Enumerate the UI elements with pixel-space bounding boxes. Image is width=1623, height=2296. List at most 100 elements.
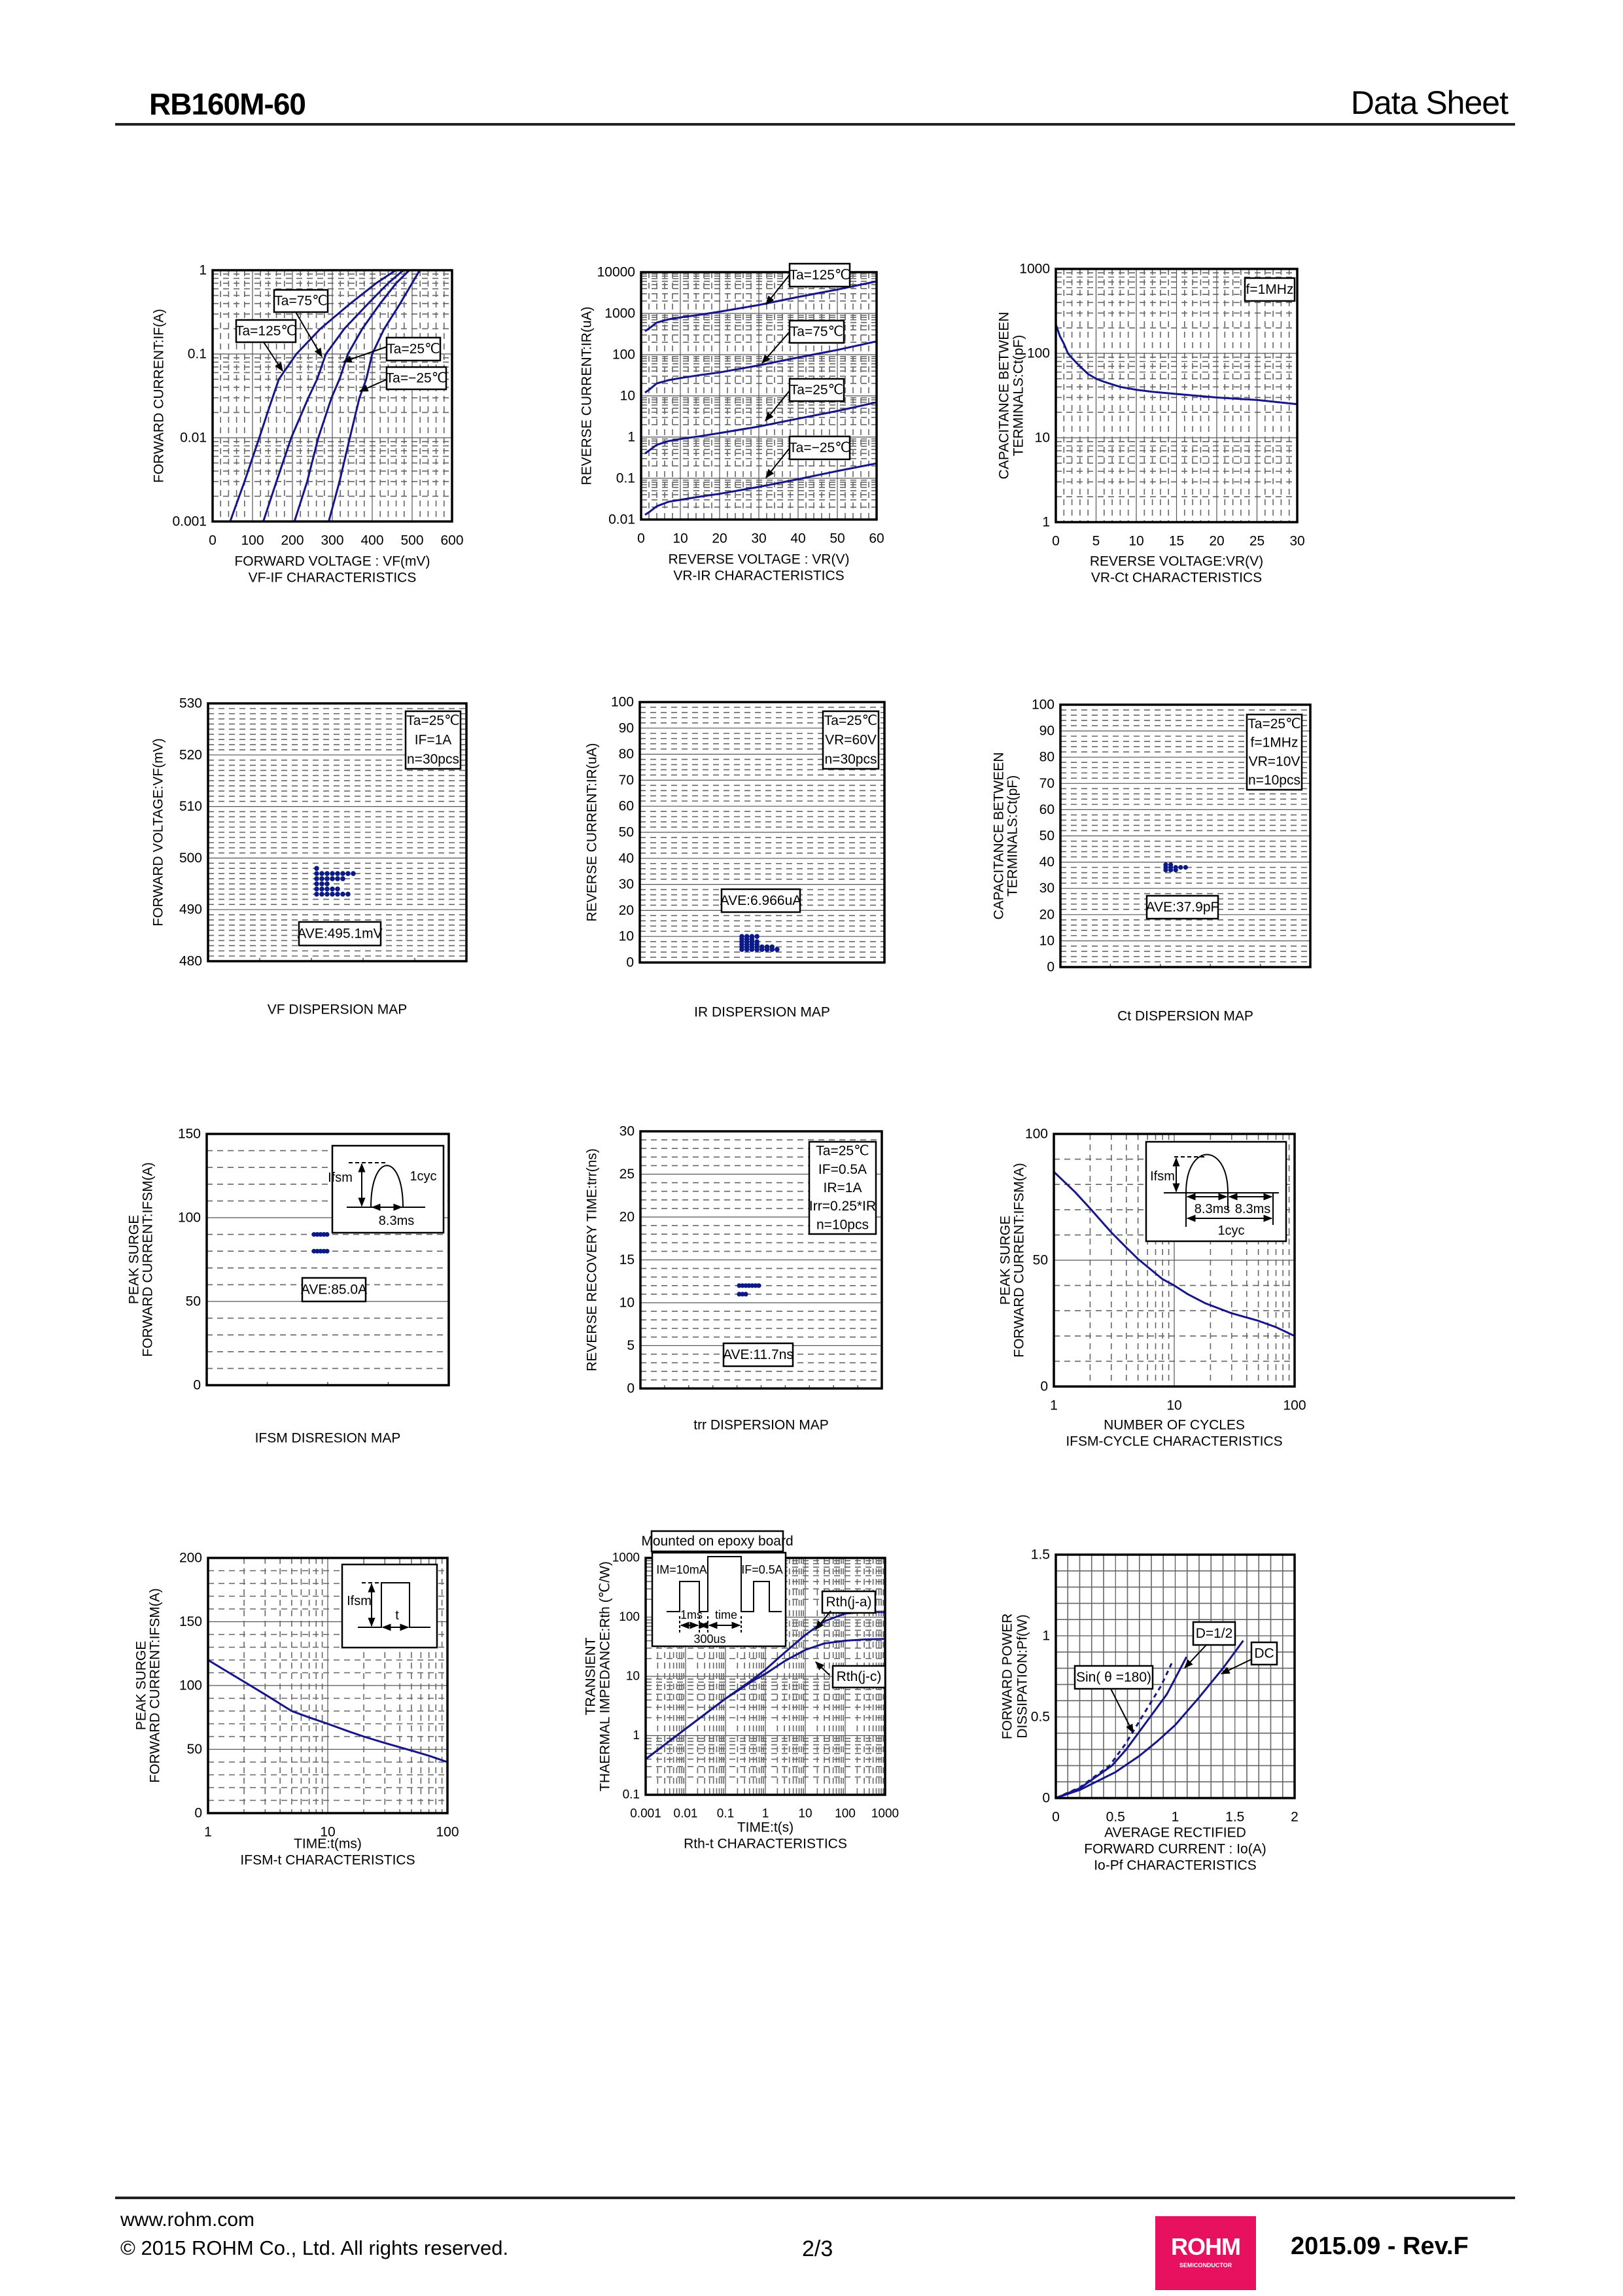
data-point [1163, 868, 1168, 873]
data-point [340, 871, 345, 876]
series-label-text: Sin( θ =180) [1076, 1670, 1151, 1685]
series-line-2 [644, 340, 877, 394]
x-tick-label: 0.1 [717, 1807, 734, 1821]
x-axis-label: IFSM-CYCLE CHARACTERISTICS [1066, 1434, 1282, 1449]
conditions-box-text: Ta=25℃ [406, 713, 459, 728]
x-tick-label: 1 [1172, 1810, 1179, 1825]
leader-arrow [815, 1610, 831, 1631]
data-point [340, 876, 345, 881]
data-point [775, 947, 780, 952]
conditions-box-text: n=10pcs [816, 1217, 869, 1232]
x-tick-label: 100 [241, 533, 264, 548]
data-point [318, 1248, 323, 1254]
inset-label-time: time [715, 1608, 737, 1621]
y-tick-label: 150 [178, 1127, 201, 1142]
series-label-text: Ta=−25℃ [386, 371, 447, 386]
half-sine-wave [1185, 1154, 1229, 1193]
series-line-1 [1055, 1640, 1244, 1799]
conditions-box-text: n=30pcs [825, 752, 877, 767]
grid [640, 272, 877, 520]
x-tick-label: 20 [1209, 534, 1224, 549]
x-tick-label: 100 [436, 1825, 459, 1840]
average-box-frame [298, 921, 382, 947]
average-box-frame [722, 1342, 794, 1368]
inset-label-if: IF=0.5A [741, 1563, 783, 1576]
series-label-frame [235, 319, 297, 344]
series-label-text: DC [1254, 1646, 1274, 1661]
footer-url[interactable]: www.rohm.com [120, 2209, 255, 2231]
y-tick-label: 30 [620, 1124, 635, 1139]
document-title: RB160M-60 [149, 87, 306, 121]
chart-10: 0 50 100 150 200 1 10 100 TIME:t(ms)IFSM-t CHARA… [134, 1551, 459, 1868]
x-tick-label: 20 [712, 531, 727, 546]
y-tick-label: 50 [1033, 1253, 1048, 1268]
leader-arrow [814, 1661, 830, 1676]
x-tick-label: 10 [1166, 1398, 1181, 1413]
conditions-box-frame [404, 710, 462, 770]
grid [208, 703, 466, 962]
series-label-text: Ta=125℃ [236, 324, 296, 339]
y-axis-label: REVERSE CURRENT:IR(uA) [580, 306, 595, 485]
chart-2: 0.01 0.1 1 10 100 1000 10000 0 10 20 30 40 50 60 REVER… [580, 262, 884, 584]
data-point [315, 1232, 320, 1237]
series-line-1 [644, 280, 877, 332]
x-tick-label: 15 [1169, 534, 1184, 549]
y-tick-label: 50 [186, 1294, 201, 1309]
data-point [311, 1232, 317, 1237]
plot-frame [1053, 1133, 1296, 1388]
y-tick-label: 90 [619, 720, 634, 735]
series-line-2 [645, 1638, 886, 1760]
y-tick-label: 60 [1039, 802, 1055, 817]
y-axis-label: REVERSE RECOVERY TIME:trr(ns) [585, 1148, 600, 1371]
leader-arrow [1184, 1644, 1208, 1669]
y-axis-label: THAERMAL IMPEDANCE:Rth (℃/W) [598, 1561, 613, 1792]
series-label-text: Rth(j-a) [826, 1595, 871, 1610]
conditions-box-text: f=1MHz [1246, 282, 1294, 297]
inset-label-ifsm: Ifsm [328, 1171, 353, 1185]
y-tick-label: 1000 [1019, 262, 1050, 277]
y-tick-label: 0 [194, 1806, 202, 1821]
y-tick-label: 480 [179, 954, 202, 969]
data-point [318, 1232, 323, 1237]
average-box-text: AVE:495.1mV [297, 927, 382, 942]
series-label-text: Ta=25℃ [790, 383, 843, 398]
data-point [1173, 868, 1178, 873]
y-tick-label: 30 [619, 877, 634, 892]
y-tick-label: 1 [199, 263, 207, 278]
series-label-frame [385, 366, 447, 391]
plot-frame [1055, 268, 1299, 523]
conditions-box-frame [822, 710, 880, 770]
x-tick-label: 1 [204, 1825, 212, 1840]
y-tick-label: 0 [1040, 1379, 1048, 1394]
y-tick-label: 0 [1042, 1791, 1050, 1806]
y-tick-label: 200 [179, 1551, 202, 1566]
series-label-text: Ta=75℃ [274, 294, 327, 309]
plot-frame [1055, 1553, 1296, 1799]
x-tick-label: 0.5 [1106, 1810, 1125, 1825]
y-tick-label: 0.1 [616, 471, 635, 486]
data-point [324, 881, 330, 887]
series-line-1 [207, 1659, 448, 1763]
series-line-1 [1053, 1171, 1295, 1337]
y-tick-label: 20 [620, 1210, 635, 1225]
series-line-4 [328, 270, 421, 522]
x-tick-label: 2 [1291, 1810, 1299, 1825]
data-point [749, 947, 755, 952]
data-point [319, 871, 324, 876]
inset-label-period: 8.3ms [1195, 1202, 1230, 1216]
inset-label-period: 8.3ms [1235, 1202, 1270, 1216]
chart-3: 1 10 100 1000 0 5 10 15 20 25 30 REVERSE VOLTAGE:VR… [997, 262, 1305, 586]
data-point [330, 871, 335, 876]
conditions-box-text: f=1MHz [1251, 735, 1299, 751]
conditions-box-text: VR=10V [1249, 754, 1300, 769]
series-line-1 [1055, 324, 1298, 406]
waveform-inset-frame [341, 1563, 438, 1649]
y-tick-label: 0 [626, 955, 634, 970]
waveform-inset-frame [1145, 1140, 1287, 1243]
plot-frame [638, 701, 886, 964]
y-tick-label: 100 [179, 1678, 202, 1693]
y-tick-label: 10000 [597, 265, 635, 280]
conditions-box-text: Ta=25℃ [1248, 716, 1300, 732]
y-axis-label: CAPACITANCE BETWEEN [992, 752, 1007, 920]
data-point [330, 886, 335, 892]
